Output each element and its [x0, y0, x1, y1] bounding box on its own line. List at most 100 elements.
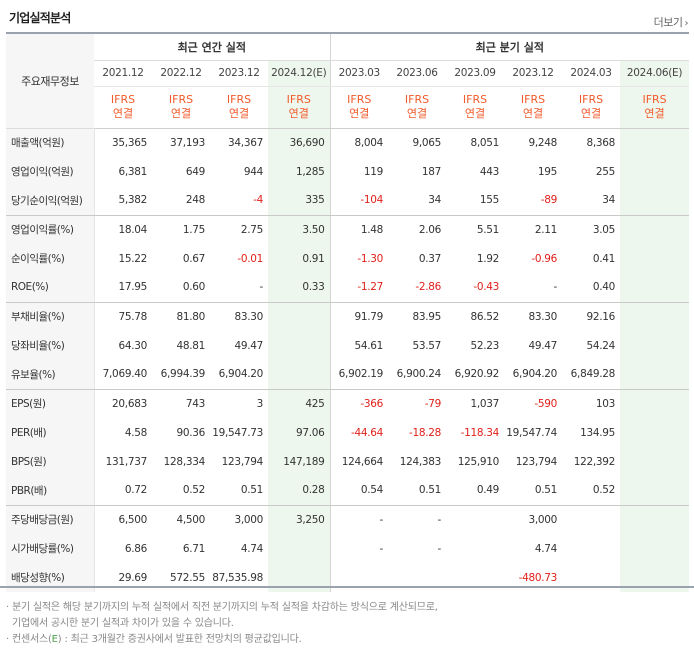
row-label: 영업이익(억원)	[6, 157, 95, 186]
row-label: 부채비율(%)	[6, 302, 95, 331]
table-cell: 128,334	[163, 455, 206, 468]
table-cell: 83.95	[412, 310, 442, 323]
table-row: 당좌비율(%) 64.30 48.81 49.47 54.61 53.57 52.23 49.…	[6, 331, 690, 360]
consolidated-label: 연결	[464, 107, 486, 120]
accounting-standard: IFRS 연결	[620, 86, 690, 129]
table-cell: 335	[268, 186, 331, 216]
table-cell	[620, 215, 690, 244]
table-cell: 15.22	[118, 252, 147, 265]
table-cell: -18.28	[408, 426, 442, 439]
footnote-3-prefix: · 컨센서스(	[6, 634, 52, 645]
table-cell: 6,904.20	[504, 360, 563, 390]
table-cell: 9,065	[412, 136, 442, 149]
table-cell: 3,000	[234, 513, 263, 526]
table-cell: -0.43	[446, 273, 505, 303]
table-cell: 124,664	[329, 447, 389, 476]
table-cell: 86.52	[470, 310, 500, 323]
table-row: 영업이익률(%) 18.04 1.75 2.75 3.50 1.48 2.06 5.51 2.1…	[6, 215, 690, 244]
table-cell	[620, 389, 690, 418]
row-label: PBR(배)	[6, 476, 95, 506]
row-label: EPS(원)	[6, 389, 95, 418]
table-cell: 5.51	[476, 223, 500, 236]
table-cell: 34,367	[228, 136, 263, 149]
table-cell: 6,849.28	[562, 360, 621, 390]
table-cell: 19,547.73	[212, 426, 263, 439]
table-cell: 36,690	[268, 128, 331, 157]
more-link[interactable]: 더보기 ›	[654, 14, 689, 30]
table-cell: 83.30	[234, 310, 263, 323]
period-header: 2024.03	[562, 60, 621, 87]
table-cell: 0.41	[592, 252, 616, 265]
consolidated-label: 연결	[170, 107, 192, 120]
footnote-3: · 컨센서스(E) : 최근 3개월간 증권사에서 발표한 전망치의 평균값입니…	[6, 632, 438, 648]
accounting-standard: IFRS 연결	[329, 86, 389, 129]
table-cell: 0.51	[210, 476, 268, 506]
table-cell	[620, 244, 690, 273]
financial-table: 주요재무정보 최근 연간 실적 최근 분기 실적 2021.12 2022.12 2…	[6, 32, 690, 592]
table-cell: 0.40	[562, 273, 621, 303]
table-cell: 3.05	[592, 223, 616, 236]
table-cell	[268, 534, 331, 563]
ifrs-label: IFRS	[462, 93, 488, 106]
table-cell	[620, 302, 690, 331]
table-cell: -1.27	[329, 273, 389, 303]
footnote-3-suffix: ) : 최근 3개월간 증권사에서 발표한 전망치의 평균값입니다.	[57, 634, 302, 645]
table-cell: 425	[268, 389, 331, 418]
table-cell: 4.74	[240, 542, 263, 555]
table-cell: 119	[329, 157, 389, 186]
table-row: 주당배당금(원) 6,500 4,500 3,000 3,250- -3,000	[6, 505, 690, 534]
table-cell: 0.37	[418, 252, 442, 265]
table-cell: 649	[185, 165, 205, 178]
accounting-standard: IFRS 연결	[562, 86, 621, 129]
table-cell: 443	[479, 165, 500, 178]
table-cell: 147,189	[268, 447, 331, 476]
table-cell: 81.80	[176, 310, 205, 323]
table-cell	[620, 360, 690, 390]
table-cell: 743	[185, 397, 205, 410]
table-cell: 8,368	[586, 136, 616, 149]
accounting-standard: IFRS 연결	[152, 86, 210, 129]
table-row: 부채비율(%) 75.78 81.80 83.30 91.79 83.95 86.52 83.…	[6, 302, 690, 331]
table-cell: 131,737	[105, 455, 148, 468]
table-cell: 1,037	[470, 397, 500, 410]
table-cell: 4.58	[124, 426, 147, 439]
table-cell: 195	[537, 165, 558, 178]
table-cell	[620, 418, 690, 447]
table-cell	[268, 331, 331, 360]
table-cell: 2.75	[240, 223, 263, 236]
table-row: EPS(원) 20,683 743 3 425 -366 -79 1,037 -590 103	[6, 389, 690, 418]
table-cell: -	[437, 542, 442, 555]
table-cell: 0.51	[504, 476, 563, 506]
table-cell: 53.57	[412, 339, 442, 352]
table-cell: 0.72	[94, 476, 152, 506]
table-cell	[620, 447, 690, 476]
table-row: 순이익률(%) 15.22 0.67 -0.01 0.91 -1.30 0.37 1.92 -0…	[6, 244, 690, 273]
table-cell: -	[210, 273, 268, 303]
chevron-right-icon: ›	[684, 18, 689, 29]
table-cell: 5,382	[94, 186, 152, 216]
table-cell: 6,500	[118, 513, 147, 526]
table-cell: 6,900.24	[388, 360, 447, 390]
table-cell: 6,904.20	[210, 360, 268, 390]
table-cell: 0.49	[446, 476, 505, 506]
consolidated-label: 연결	[406, 107, 428, 120]
table-cell: 1.75	[182, 223, 205, 236]
period-header: 2022.12	[152, 60, 210, 87]
row-label: 유보율(%)	[6, 360, 95, 390]
table-cell: 1,285	[268, 157, 331, 186]
table-cell: 1.92	[476, 252, 500, 265]
ifrs-label: IFRS	[110, 93, 136, 106]
table-cell: 6.86	[124, 542, 147, 555]
row-label: 주당배당금(원)	[6, 505, 95, 534]
row-label: BPS(원)	[6, 447, 95, 476]
consolidated-label: 연결	[580, 107, 602, 120]
row-label: 당기순이익(억원)	[6, 186, 95, 216]
table-cell: 3	[256, 397, 264, 410]
table-cell: 54.61	[329, 331, 389, 360]
table-cell: 87,535.98	[212, 571, 263, 584]
table-cell: -	[329, 505, 389, 534]
table-cell: 90.36	[176, 426, 205, 439]
table-cell: 3,250	[268, 505, 331, 534]
accounting-standard: IFRS 연결	[94, 86, 152, 129]
table-cell: 0.60	[152, 273, 210, 303]
